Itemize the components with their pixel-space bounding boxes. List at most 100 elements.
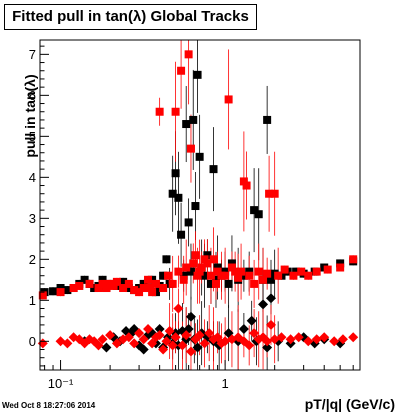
data-point [112, 277, 121, 286]
data-point [323, 265, 332, 274]
data-point [267, 275, 276, 284]
data-point [319, 332, 330, 343]
data-point [274, 271, 283, 280]
y-tick-label: 4 [29, 170, 36, 185]
data-point [158, 344, 169, 355]
data-point [184, 218, 193, 227]
data-point [227, 263, 236, 272]
data-point [173, 303, 184, 314]
data-point [144, 275, 153, 284]
y-tick-label: 3 [29, 211, 36, 226]
data-point [200, 255, 209, 264]
data-point [191, 251, 200, 260]
data-point [185, 346, 196, 357]
data-point [231, 267, 240, 276]
data-point [164, 326, 175, 337]
data-point [227, 259, 236, 268]
data-point [38, 291, 47, 300]
x-tick-label: 1 [222, 376, 229, 391]
data-point [250, 206, 259, 215]
y-axis-label: pull in tan(λ) [22, 74, 38, 158]
x-tick-labels: 10⁻¹ 1 [48, 376, 229, 391]
data-point [98, 275, 107, 284]
y-tick-label: 2 [29, 252, 36, 267]
data-point [168, 279, 177, 288]
data-point [151, 279, 160, 288]
data-point [154, 324, 165, 335]
data-point [249, 328, 260, 339]
data-point [203, 251, 212, 260]
data-point [337, 334, 348, 345]
data-point [304, 271, 313, 280]
y-tick-label: 0 [29, 334, 36, 349]
data-point [90, 284, 99, 293]
data-point [312, 267, 321, 276]
data-point [109, 281, 118, 290]
data-point [186, 144, 195, 153]
data-point [75, 281, 84, 290]
data-point [155, 107, 164, 116]
data-point [259, 275, 268, 284]
data-point [170, 332, 181, 343]
y-tick-labels: 0 1 2 3 4 5 6 7 [29, 47, 36, 349]
data-point [237, 267, 246, 276]
data-point [177, 66, 186, 75]
data-point [124, 284, 133, 293]
data-point [63, 286, 72, 295]
data-point [239, 177, 248, 186]
data-point [139, 279, 148, 288]
data-point [263, 269, 272, 278]
data-point [254, 267, 263, 276]
data-point [234, 273, 243, 282]
data-point [182, 120, 191, 129]
data-point [135, 288, 144, 297]
data-point [134, 328, 145, 339]
data-point [148, 288, 157, 297]
data-point [238, 324, 249, 335]
data-point [297, 267, 306, 276]
data-point [161, 336, 172, 347]
data-point [280, 265, 289, 274]
data-point [266, 293, 277, 304]
data-point [111, 338, 122, 349]
data-point [193, 70, 202, 79]
data-point [85, 279, 94, 288]
data-point [209, 255, 218, 264]
data-point [56, 288, 65, 297]
data-point [199, 338, 210, 349]
data-point [174, 267, 183, 276]
data-point [102, 284, 111, 293]
data-point [159, 271, 168, 280]
data-point [211, 275, 220, 284]
data-point [154, 330, 165, 341]
x-tick-label: 10⁻¹ [48, 376, 74, 391]
y-axis-ticks [40, 45, 49, 367]
data-point [123, 332, 134, 343]
data-point [194, 330, 205, 341]
data-point [189, 115, 198, 124]
y-tick-label: 1 [29, 293, 36, 308]
data-point [224, 95, 233, 104]
data-point [211, 279, 220, 288]
data-point [329, 336, 340, 347]
x-axis-label: pT/|q| (GeV/c) [304, 396, 395, 412]
data-point [174, 193, 183, 202]
data-point [182, 263, 191, 272]
data-point [348, 332, 359, 343]
data-point [119, 277, 128, 286]
data-point [195, 267, 204, 276]
data-point [69, 284, 78, 293]
data-point [164, 271, 173, 280]
data-point [101, 342, 112, 353]
data-point [285, 334, 296, 345]
data-point [139, 284, 148, 293]
y-tick-label: 6 [29, 88, 36, 103]
chart-title: Fitted pull in tan(λ) Global Tracks [4, 4, 257, 30]
data-point [195, 152, 204, 161]
data-point [221, 271, 230, 280]
data-point [94, 284, 103, 293]
data-point [177, 340, 188, 351]
data-point [135, 284, 144, 293]
data-point [263, 115, 272, 124]
